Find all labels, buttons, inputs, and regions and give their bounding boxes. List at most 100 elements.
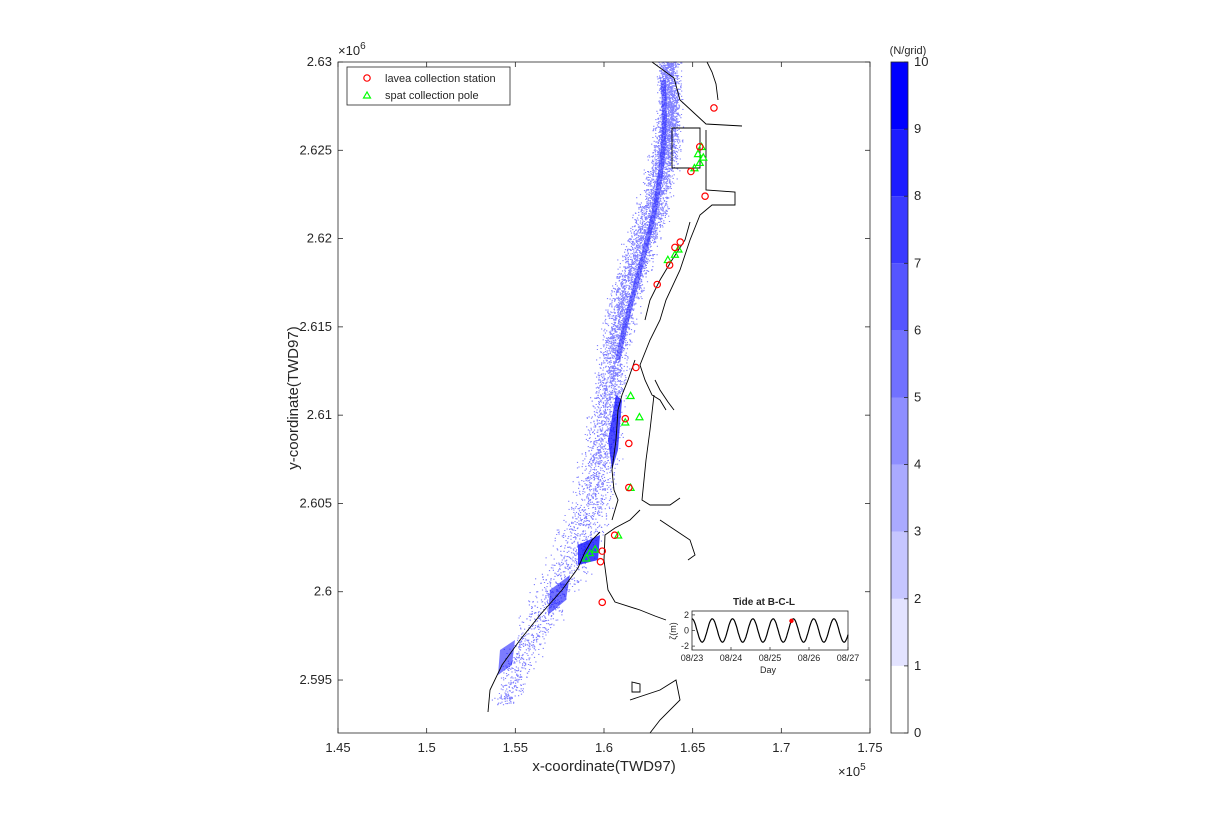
spat-pole-point [698, 152, 708, 161]
x-tick-label: 1.7 [772, 740, 790, 755]
x-tick-label: 1.55 [503, 740, 528, 755]
spat-pole-point [670, 249, 680, 258]
tide-series-line [691, 618, 849, 643]
colorbar-band [891, 330, 908, 398]
legend: lavea collection station spat collection… [346, 66, 511, 106]
y-tick-label: 2.62 [307, 231, 332, 246]
y-tick-label: 2.595 [299, 672, 332, 687]
colorbar-tick-label: 4 [914, 457, 921, 472]
spat-pole-point [585, 548, 595, 557]
colorbar-tick-label: 9 [914, 121, 921, 136]
x-tick-label: 1.45 [325, 740, 350, 755]
colorbar-band [891, 263, 908, 331]
lavea-station-point [625, 439, 633, 448]
y-tick-label: 2.6 [314, 584, 332, 599]
spat-pole-point [581, 553, 591, 562]
colorbar-band [891, 464, 908, 532]
y-tick-label: 2.625 [299, 142, 332, 157]
colorbar-band [891, 196, 908, 264]
coastline [487, 61, 743, 734]
y-axis-ticks: 2.595 2.6 2.605 2.61 2.615 2.62 2.625 2.63 [299, 54, 870, 687]
x-tick-label: 1.6 [595, 740, 613, 755]
colorbar-band [891, 129, 908, 197]
spat-pole-point [613, 530, 623, 539]
coastline-segment [629, 679, 681, 734]
colorbar-title: (N/grid) [890, 45, 927, 57]
y-tick-label: 2.615 [299, 319, 332, 334]
colorbar-band [891, 665, 908, 733]
lavea-station-point [665, 261, 674, 269]
coastline-segment [631, 681, 641, 693]
density-core [615, 79, 667, 361]
tide-y-tick-label: 2 [684, 610, 689, 620]
coastline-segment [671, 127, 701, 169]
spat-pole-point [693, 149, 703, 158]
colorbar-tick-label: 10 [914, 54, 928, 69]
spat-pole-point [634, 412, 644, 421]
density-patch [548, 575, 570, 615]
tide-x-tick-label: 08/25 [759, 653, 782, 663]
y-tick-label: 2.61 [307, 407, 332, 422]
legend-triangle-marker [362, 90, 372, 99]
x-axis-exponent: ×105 [838, 762, 866, 779]
lavea-station-point [598, 547, 607, 555]
spat-pole-point [590, 544, 600, 553]
coastline-segment [487, 531, 601, 713]
colorbar-band [891, 62, 908, 130]
collection-markers [581, 104, 718, 607]
tide-x-tick-label: 08/23 [681, 653, 704, 663]
tide-y-tick-label: -2 [681, 641, 689, 651]
tide-x-tick-label: 08/26 [798, 653, 821, 663]
colorbar-tick-label: 1 [914, 658, 921, 673]
lavea-station-point [625, 483, 633, 492]
legend-item-lavea: lavea collection station [385, 73, 496, 85]
lavea-station-point [676, 238, 685, 246]
legend-circle-marker [363, 74, 371, 82]
density-patch [498, 640, 515, 675]
tide-y-tick-label: 0 [684, 626, 689, 636]
coastline-segment [706, 61, 719, 101]
y-axis-label: y-coordinate(TWD97) [285, 326, 302, 469]
lavea-station-point [687, 167, 695, 176]
x-axis-ticks: 1.45 1.5 1.55 1.6 1.65 1.7 1.75 [325, 62, 883, 755]
tide-current-marker [789, 618, 794, 624]
coastline-segment [654, 379, 675, 411]
tide-inset: Tide at B-C-L 08/23 08/24 08/25 08/26 08/27 … [668, 597, 859, 675]
colorbar: (N/grid) 0 1 2 3 4 5 6 7 8 9 10 [890, 45, 929, 740]
colorbar-tick-label: 6 [914, 322, 921, 337]
lavea-station-point [632, 363, 640, 372]
x-tick-label: 1.75 [857, 740, 882, 755]
tide-y-ticks: 2 0 -2 [681, 610, 695, 651]
lavea-station-point [701, 192, 709, 201]
coastline-segment [659, 519, 696, 561]
x-tick-label: 1.65 [680, 740, 705, 755]
map-plot: 1.45 1.5 1.55 1.6 1.65 1.7 1.75 2.5952.62.6052… [285, 41, 883, 779]
colorbar-ticks: 0 1 2 3 4 5 6 7 8 9 10 [904, 54, 928, 740]
colorbar-band [891, 598, 908, 666]
colorbar-tick-label: 8 [914, 188, 921, 203]
colorbar-tick-label: 2 [914, 591, 921, 606]
y-axis-exponent: ×106 [338, 41, 366, 58]
tide-x-ticks: 08/23 08/24 08/25 08/26 08/27 [681, 647, 859, 663]
density-stipple [491, 61, 685, 706]
colorbar-tick-label: 7 [914, 255, 921, 270]
coastline-segment [603, 61, 743, 621]
lavea-station-point [671, 243, 679, 252]
colorbar-band [891, 397, 908, 465]
legend-item-spat: spat collection pole [385, 90, 479, 102]
lavea-station-point [598, 598, 607, 607]
y-tick-label: 2.63 [307, 54, 332, 69]
tide-y-label: ζ(m) [668, 622, 678, 639]
y-tick-label: 2.605 [299, 495, 332, 510]
spat-pole-point [673, 244, 683, 253]
colorbar-tick-label: 5 [914, 390, 921, 405]
lavea-station-point [695, 142, 704, 151]
density-patch [608, 395, 622, 470]
tide-x-label: Day [760, 665, 777, 675]
colorbar-tick-label: 3 [914, 524, 921, 539]
lavea-station-point [653, 280, 662, 289]
x-axis-label: x-coordinate(TWD97) [532, 758, 675, 775]
coastline-segment [644, 221, 691, 321]
spat-pole-point [695, 157, 705, 167]
